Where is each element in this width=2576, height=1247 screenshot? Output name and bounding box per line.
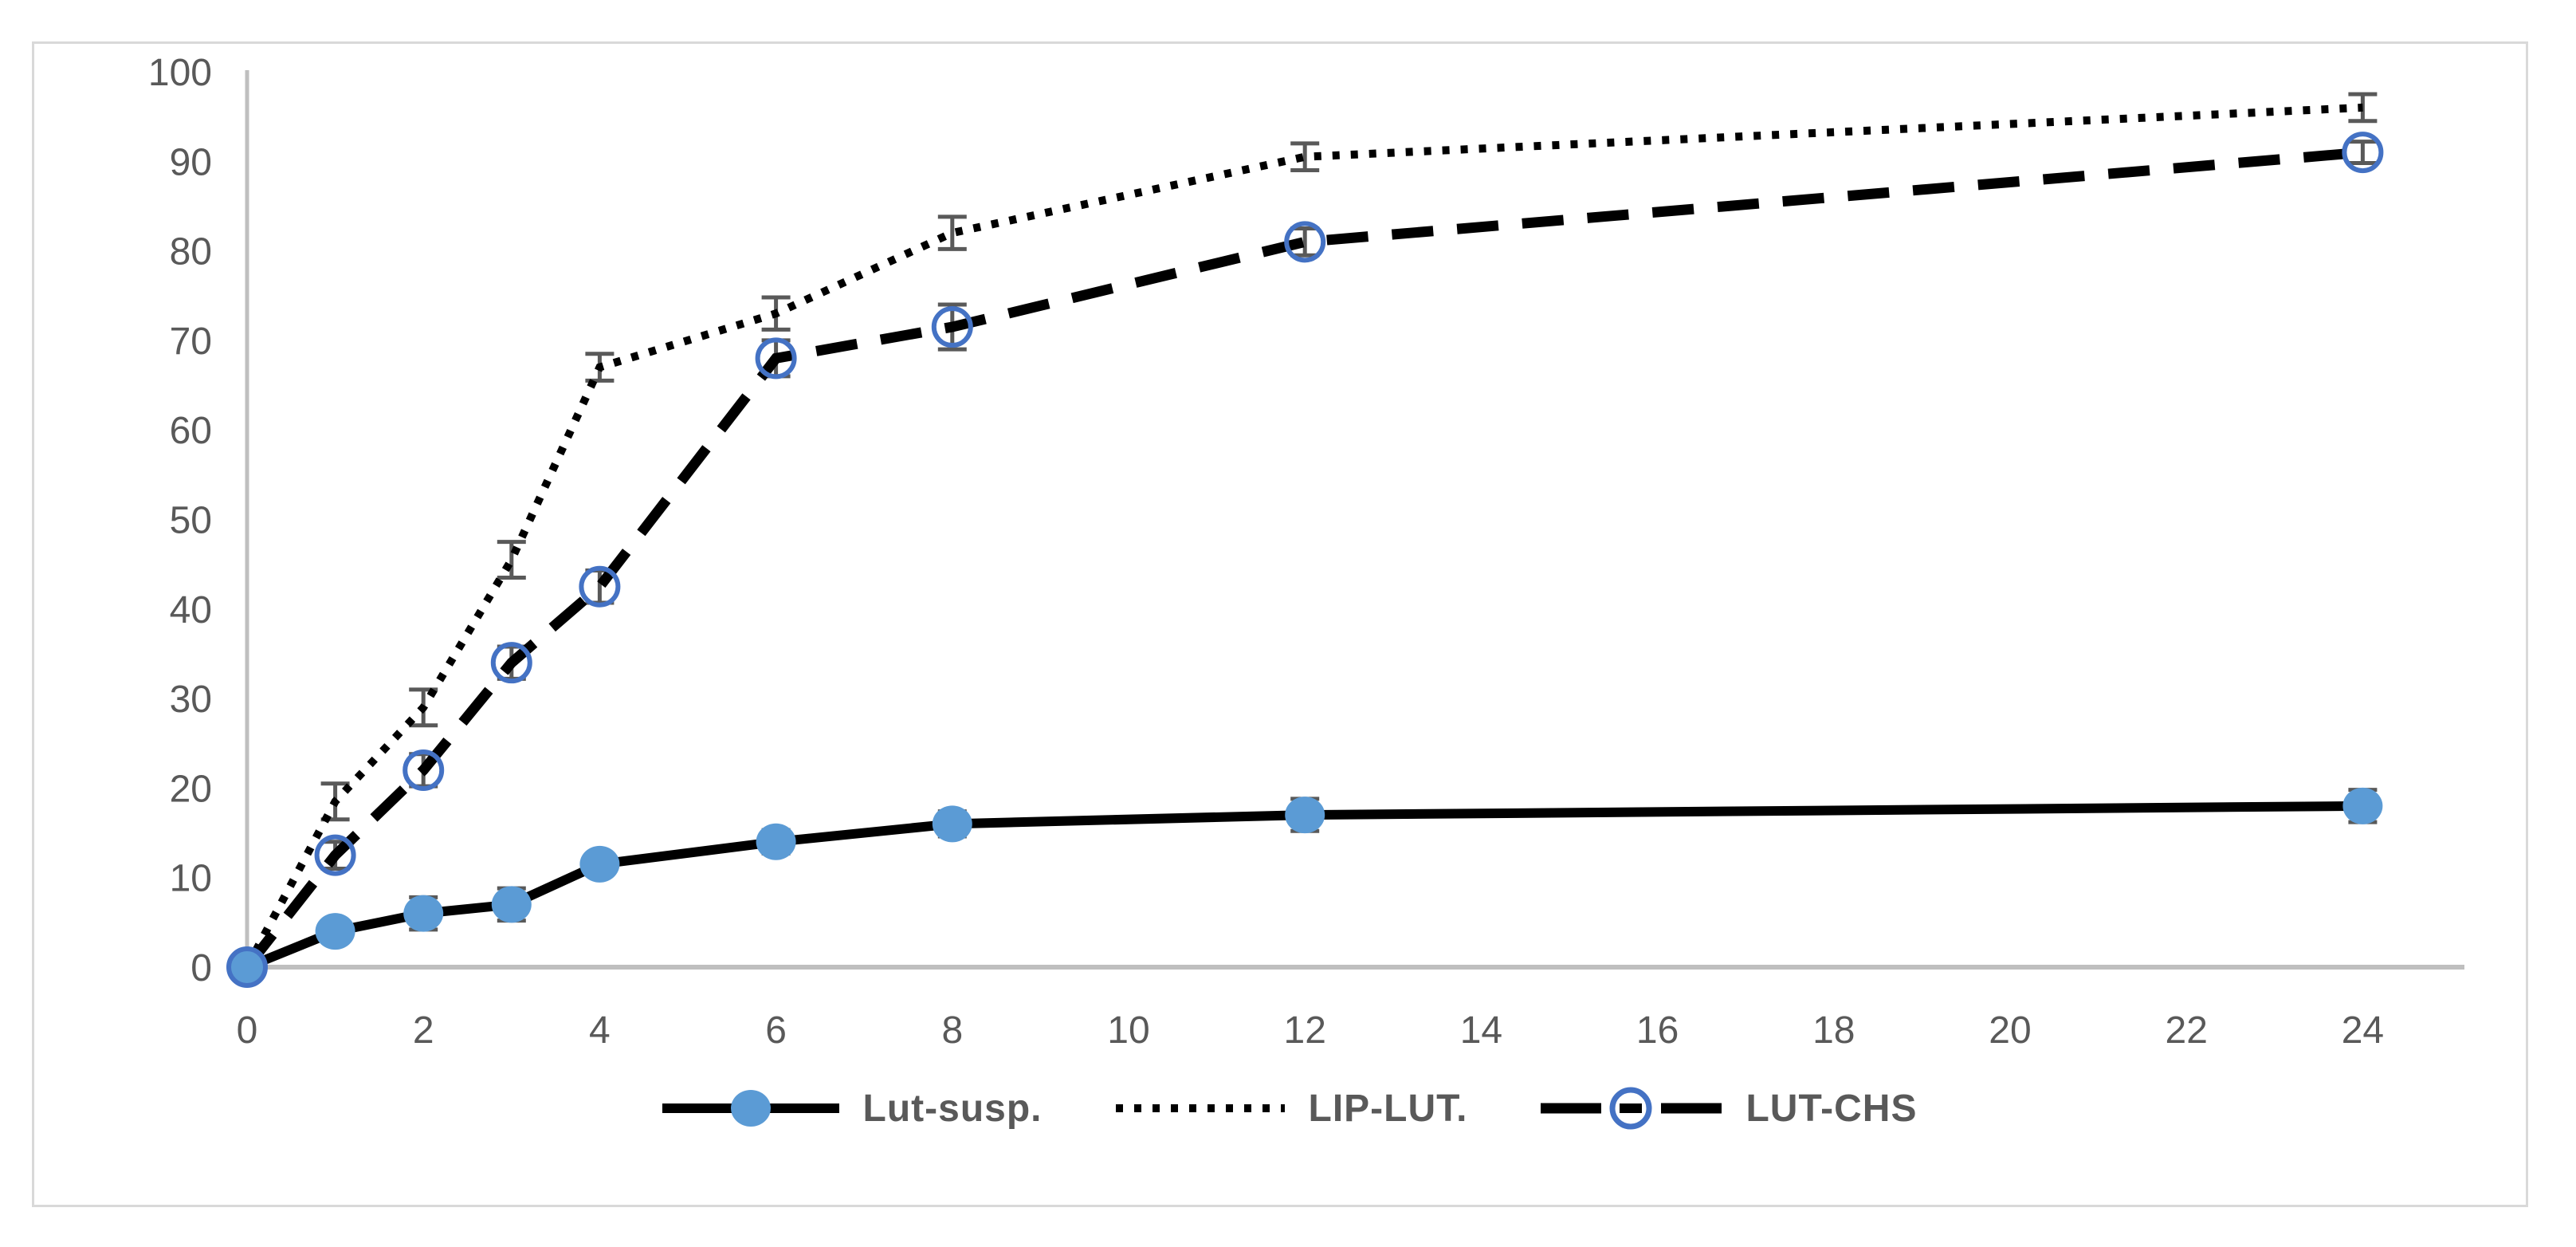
y-tick-label: 50: [170, 500, 212, 542]
legend-swatch-solid-filled-circle-icon: [662, 1090, 839, 1127]
legend-swatch-dashed-open-circle-icon: [1541, 1087, 1722, 1130]
legend-swatch-dotted-line-icon: [1115, 1104, 1285, 1112]
x-tick-label: 20: [1989, 1009, 2031, 1052]
data-point-marker: [931, 306, 973, 348]
data-point-marker: [402, 749, 445, 791]
x-tick-label: 12: [1284, 1009, 1326, 1052]
y-tick-label: 30: [170, 679, 212, 721]
legend-label-lut-susp: Lut-susp.: [862, 1087, 1043, 1130]
data-point-marker: [227, 949, 267, 985]
y-tick-label: 20: [170, 768, 212, 810]
y-tick-label: 60: [170, 410, 212, 452]
data-point-marker: [2342, 787, 2383, 824]
data-point-marker: [490, 642, 532, 684]
legend-label-lip-lut: LIP-LUT.: [1308, 1087, 1468, 1130]
y-tick-label: 80: [170, 231, 212, 273]
error-bar: [937, 214, 967, 251]
x-tick-label: 8: [941, 1009, 963, 1052]
legend-item-lip-lut: LIP-LUT.: [1113, 1080, 1468, 1136]
x-tick-label: 14: [1460, 1009, 1502, 1052]
data-point-marker: [1284, 221, 1326, 263]
data-point-marker: [756, 823, 796, 860]
x-tick-label: 0: [237, 1009, 258, 1052]
x-tick-label: 10: [1107, 1009, 1149, 1052]
data-point-marker: [226, 946, 268, 988]
y-tick-label: 100: [148, 52, 212, 94]
data-point-marker: [315, 913, 355, 950]
x-tick-label: 16: [1636, 1009, 1679, 1052]
chart-frame: [32, 41, 2528, 1207]
x-tick-label: 22: [2166, 1009, 2208, 1052]
y-tick-label: 10: [170, 858, 212, 900]
error-bar: [2348, 140, 2378, 166]
legend-label-lut-chs: LUT-CHS: [1745, 1087, 1918, 1130]
x-tick-label: 24: [2342, 1009, 2384, 1052]
legend-item-lut-susp: Lut-susp.: [659, 1080, 1043, 1136]
y-tick-label: 40: [170, 589, 212, 631]
y-tick-label: 0: [190, 947, 212, 989]
data-point-marker: [579, 565, 621, 608]
data-point-marker: [314, 834, 356, 876]
legend-item-lut-chs: LUT-CHS: [1537, 1080, 1917, 1136]
error-bar: [497, 540, 526, 580]
error-bar: [1290, 141, 1320, 173]
y-tick-label: 70: [170, 321, 212, 363]
x-tick-label: 2: [413, 1009, 434, 1052]
x-tick-label: 18: [1812, 1009, 1855, 1052]
data-point-marker: [403, 895, 444, 932]
data-point-marker: [755, 337, 797, 380]
x-tick-label: 6: [765, 1009, 787, 1052]
series-line-lip-lut-: [243, 103, 2363, 970]
data-point-marker: [2342, 132, 2384, 174]
x-tick-label: 4: [589, 1009, 611, 1052]
data-point-marker: [579, 845, 620, 883]
data-point-marker: [491, 886, 532, 923]
y-tick-label: 90: [170, 141, 212, 183]
chart-legend: Lut-susp. LIP-LUT. LUT-CHS: [0, 1075, 2576, 1142]
data-point-marker: [1285, 797, 1325, 834]
series-line-lut-chs: [242, 147, 2363, 971]
data-point-marker: [932, 805, 972, 843]
